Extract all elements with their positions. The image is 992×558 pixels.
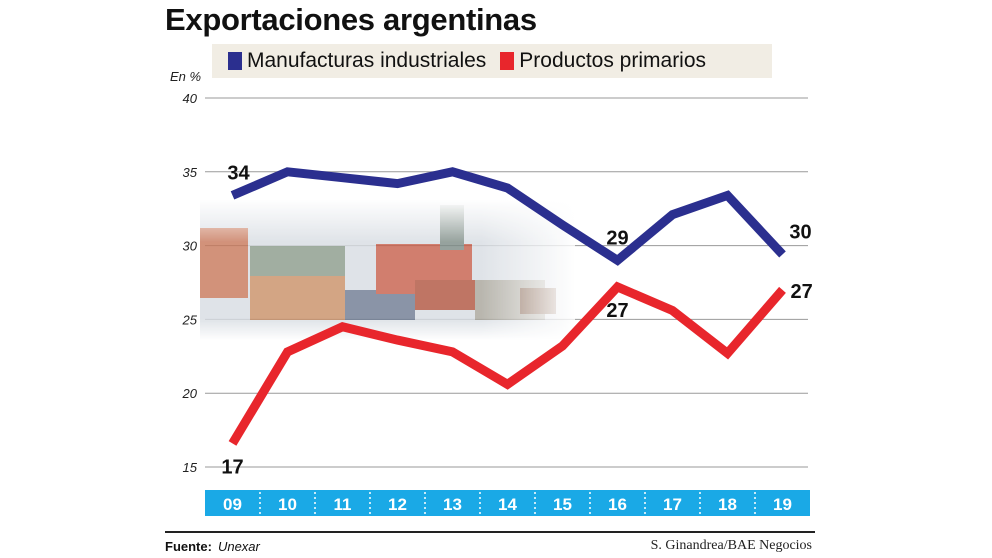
legend-swatch [500,52,515,70]
data-label: 34 [227,162,250,184]
legend-item-manufacturas: Manufacturas industriales [228,49,486,73]
y-tick-label: 20 [182,386,198,401]
x-tick-label: 17 [663,495,682,514]
x-tick-label: 09 [223,495,242,514]
x-tick-label: 14 [498,495,517,514]
data-label: 27 [606,300,628,322]
data-label: 30 [789,221,811,243]
source: Fuente: Unexar [165,539,260,554]
x-tick-label: 13 [443,495,462,514]
x-tick-label: 15 [553,495,572,514]
x-tick-label: 10 [278,495,297,514]
port-containers-photo [200,200,575,340]
y-tick-label: 40 [183,91,198,106]
x-tick-label: 16 [608,495,627,514]
data-label: 27 [791,281,813,303]
x-tick-label: 18 [718,495,737,514]
y-tick-label: 30 [183,239,198,254]
line-chart: 15 20 25 30 35 40 09 10 11 12 13 14 15 16 17 18 19 34 29… [182,91,813,516]
y-tick-label: 15 [183,460,198,475]
y-tick-label: 35 [183,165,198,180]
y-tick-label: 25 [182,312,198,327]
x-tick-label: 11 [334,495,352,514]
credit: S. Ginandrea/BAE Negocios [650,538,812,553]
x-tick-label: 19 [773,495,792,514]
category-band [205,490,810,516]
footer-divider [165,531,815,533]
x-tick-label: 12 [388,495,407,514]
y-axis-unit: En % [170,69,202,84]
chart-title: Exportaciones argentinas [165,2,537,37]
data-label: 29 [606,227,628,249]
legend: Manufacturas industriales Productos prim… [212,44,772,78]
data-label: 17 [221,456,243,478]
legend-item-primarios: Productos primarios [500,49,706,73]
legend-swatch [228,52,242,70]
